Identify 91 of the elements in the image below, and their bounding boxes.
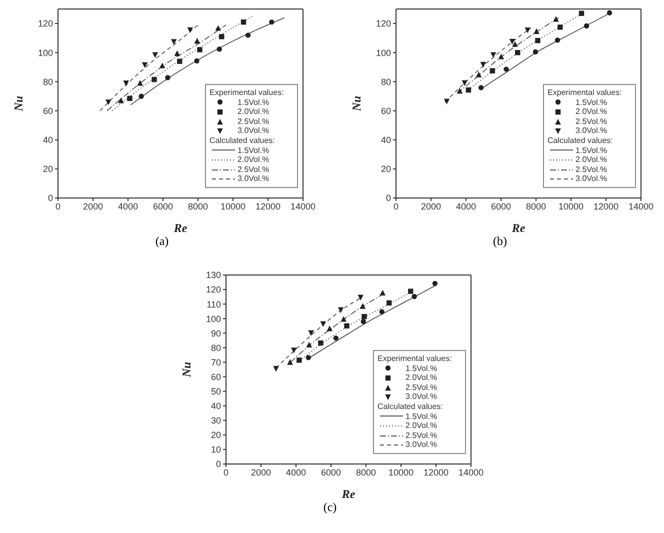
y-tick-label: 20 (42, 164, 53, 174)
legend-label: 2.5Vol.% (238, 164, 270, 174)
x-tick-label: 6000 (152, 201, 174, 212)
legend-label: 2.0Vol.% (576, 107, 608, 117)
y-axis-title: Nu (11, 96, 26, 112)
x-tick-label: 10000 (220, 201, 246, 212)
x-tick-label: 4000 (118, 201, 138, 212)
legend-label: 2.0Vol.% (238, 107, 270, 117)
y-tick-label: 20 (380, 164, 391, 174)
x-tick-label: 2000 (82, 201, 104, 212)
legend-label: 2.5Vol.% (576, 116, 608, 126)
x-tick-label: 14000 (458, 467, 484, 478)
y-tick-label: 120 (206, 284, 221, 295)
y-tick-label: 100 (38, 48, 53, 58)
x-tick-label: 8000 (188, 201, 208, 212)
y-tick-label: 60 (380, 106, 391, 116)
legend-label: 1.5Vol.% (238, 146, 270, 156)
legend-label: 2.0Vol.% (406, 373, 438, 383)
y-tick-label: 50 (210, 386, 221, 397)
y-tick-label: 20 (210, 430, 221, 440)
y-axis-title: Nu (179, 362, 194, 378)
x-tick-label: 8000 (356, 467, 376, 478)
y-tick-label: 0 (48, 193, 53, 204)
x-tick-label: 0 (55, 201, 61, 212)
x-axis-title: Re (172, 221, 188, 235)
x-tick-label: 14000 (628, 201, 654, 212)
legend-label: 3.0Vol.% (576, 174, 608, 184)
x-tick-label: 10000 (388, 467, 414, 478)
y-tick-label: 40 (210, 401, 221, 412)
x-axis-title: Re (340, 487, 356, 501)
x-tick-label: 6000 (490, 201, 512, 212)
y-tick-label: 60 (210, 372, 221, 382)
annotation: Calculated values: (548, 136, 614, 146)
x-tick-label: 0 (393, 201, 399, 212)
x-tick-label: 6000 (320, 467, 342, 478)
legend-label: 2.5Vol.% (576, 164, 608, 174)
y-tick-label: 40 (380, 135, 391, 146)
y-tick-label: 120 (38, 18, 53, 29)
y-tick-label: 0 (386, 193, 391, 204)
x-tick-label: 14000 (290, 201, 316, 212)
legend-label: 3.0Vol.% (238, 174, 270, 184)
y-tick-label: 30 (210, 416, 221, 426)
x-axis-title: Re (510, 221, 526, 235)
legend-label: 3.0Vol.% (576, 126, 608, 136)
legend-label: 2.0Vol.% (406, 421, 438, 431)
x-tick-label: 0 (223, 467, 229, 478)
legend-label: 3.0Vol.% (406, 440, 438, 450)
y-tick-label: 130 (206, 270, 221, 280)
legend-label: 2.5Vol.% (238, 116, 270, 126)
x-tick-label: 2000 (250, 467, 272, 478)
legend-label: 2.0Vol.% (576, 155, 608, 165)
legend-label: 3.0Vol.% (406, 392, 438, 402)
text: (a) (154, 234, 170, 249)
annotation: Calculated values: (210, 136, 276, 146)
x-tick-label: 4000 (456, 201, 476, 212)
x-tick-label: 12000 (593, 201, 619, 212)
x-tick-label: 12000 (255, 201, 281, 212)
x-tick-label: 4000 (286, 467, 306, 478)
y-tick-label: 70 (210, 357, 221, 368)
text: (b) (492, 234, 508, 249)
y-tick-label: 80 (210, 342, 221, 353)
y-tick-label: 120 (376, 18, 391, 29)
text: (c) (322, 500, 338, 515)
y-tick-label: 80 (380, 76, 391, 87)
x-tick-label: 10000 (558, 201, 584, 212)
x-tick-label: 2000 (420, 201, 442, 212)
legend-label: 3.0Vol.% (238, 126, 270, 136)
x-tick-label: 8000 (526, 201, 546, 212)
y-axis-title: Nu (349, 96, 364, 112)
y-tick-label: 90 (210, 328, 221, 338)
legend-label: 1.5Vol.% (238, 98, 270, 108)
legend-label: 1.5Vol.% (406, 364, 438, 374)
y-tick-label: 100 (376, 48, 391, 58)
y-tick-label: 40 (42, 135, 53, 146)
x-tick-label: 12000 (423, 467, 449, 478)
legend-label: 1.5Vol.% (576, 98, 608, 108)
y-tick-label: 10 (210, 444, 221, 455)
legend-title: Experimental values: (548, 88, 623, 98)
legend-title: Experimental values: (378, 354, 453, 364)
legend-label: 2.5Vol.% (406, 430, 438, 440)
legend-title: Experimental values: (210, 88, 285, 98)
y-tick-label: 0 (216, 459, 221, 470)
legend-label: 1.5Vol.% (576, 146, 608, 156)
y-tick-label: 80 (42, 76, 53, 87)
annotation: Calculated values: (378, 402, 444, 412)
legend-label: 2.0Vol.% (238, 155, 270, 165)
legend-label: 1.5Vol.% (406, 412, 438, 422)
y-tick-label: 100 (206, 314, 221, 324)
y-tick-label: 60 (42, 106, 53, 116)
y-tick-label: 110 (206, 299, 221, 310)
legend-label: 2.5Vol.% (406, 382, 438, 392)
